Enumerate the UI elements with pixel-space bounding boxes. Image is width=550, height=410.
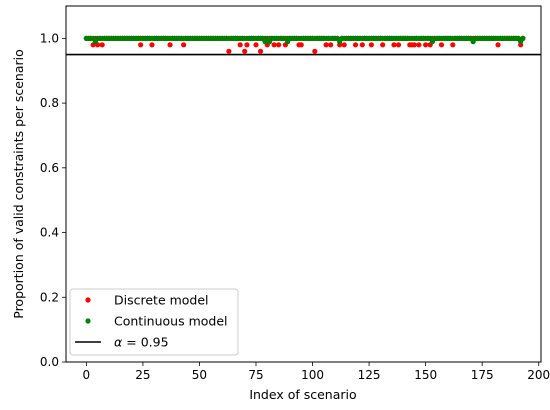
series-continuous [83,35,526,45]
discrete-point [450,42,456,48]
discrete-point [312,48,318,54]
discrete-point [253,42,259,48]
y-axis-ticks: 0.0 0.2 0.4 0.6 0.8 1.0 [40,31,66,369]
x-tick-label: 25 [135,368,150,382]
discrete-point [257,48,264,54]
discrete-point [99,42,105,48]
discrete-point [395,42,402,48]
y-tick-label: 0.8 [40,96,59,110]
alpha-symbol: α [114,335,123,350]
continuous-point [520,35,526,41]
y-tick-label: 0.2 [40,290,59,304]
x-tick-label: 200 [527,368,550,382]
legend-marker-continuous [85,318,91,324]
legend-marker-discrete [85,297,91,303]
x-tick-label: 175 [471,368,494,382]
x-tick-label: 150 [414,368,437,382]
discrete-point [149,42,155,48]
x-tick-label: 100 [301,368,324,382]
discrete-point [242,48,248,54]
discrete-point [438,42,445,48]
discrete-point [181,42,187,48]
legend: Discrete model Continuous model α = 0.95 [69,288,239,356]
discrete-point [323,42,329,48]
y-tick-label: 0.0 [40,355,59,369]
discrete-point [244,42,250,48]
discrete-point [328,42,334,48]
discrete-point [352,42,359,48]
discrete-point [271,42,277,48]
legend-label-discrete: Discrete model [114,293,209,308]
discrete-point [237,42,243,48]
x-tick-label: 0 [83,368,91,382]
x-tick-label: 50 [192,368,207,382]
y-tick-label: 0.6 [40,161,59,175]
y-axis-label: Proportion of valid constraints per scen… [11,49,26,319]
legend-box [69,288,239,356]
plot-frame [65,5,542,363]
discrete-point [276,42,282,48]
discrete-point [226,48,232,54]
discrete-point [423,42,429,48]
legend-label-continuous: Continuous model [114,314,228,329]
x-tick-label: 125 [358,368,381,382]
discrete-point [341,42,347,48]
discrete-point [359,42,365,48]
legend-label-alpha: α = 0.95 [114,335,169,350]
x-axis-label: Index of scenario [249,387,356,402]
y-tick-label: 0.4 [40,226,59,240]
y-tick-label: 1.0 [40,31,59,45]
x-tick-label: 75 [248,368,263,382]
discrete-point [495,42,501,48]
discrete-point [368,42,374,48]
discrete-point [167,42,173,48]
discrete-point [411,42,417,48]
alpha-value: = 0.95 [126,335,168,350]
discrete-point [380,42,386,48]
discrete-point [391,42,397,48]
discrete-point [138,42,144,48]
discrete-point [298,42,304,48]
x-axis-ticks: 0 25 50 75 100 125 150 175 200 [83,362,550,382]
discrete-point [416,42,422,48]
points-layer [83,35,526,54]
